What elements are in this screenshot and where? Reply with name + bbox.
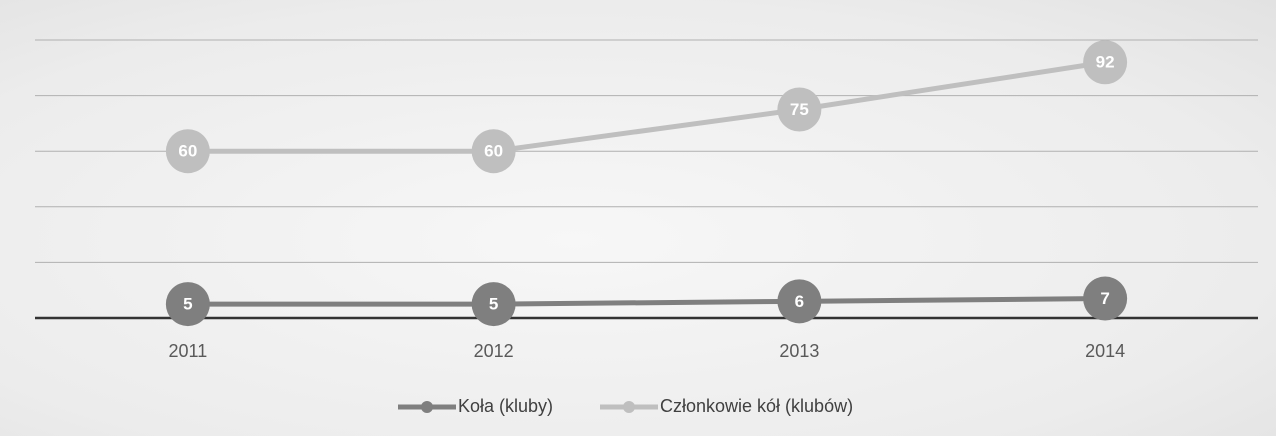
legend-marker	[421, 401, 433, 413]
data-label: 6	[795, 292, 804, 311]
data-point	[1083, 276, 1128, 321]
series-line	[187, 59, 1106, 154]
data-point	[165, 282, 210, 327]
legend-marker	[623, 401, 635, 413]
data-point	[1083, 40, 1128, 85]
data-point	[165, 129, 210, 174]
data-label: 60	[178, 142, 197, 161]
data-label: 60	[484, 142, 503, 161]
legend-label: Członkowie kół (klubów)	[660, 396, 853, 416]
data-label: 5	[183, 295, 192, 314]
data-label: 7	[1100, 289, 1109, 308]
series-line	[187, 296, 1106, 307]
data-label: 75	[790, 100, 809, 119]
x-tick-label: 2011	[169, 341, 208, 361]
legend-label: Koła (kluby)	[458, 396, 553, 416]
data-point	[471, 282, 516, 327]
x-tick-label: 2013	[779, 341, 819, 361]
data-label: 5	[489, 295, 498, 314]
data-point	[471, 129, 516, 174]
x-tick-label: 2014	[1085, 341, 1125, 361]
x-tick-label: 2012	[474, 341, 514, 361]
data-point	[777, 87, 822, 132]
data-point	[777, 279, 822, 324]
data-label: 92	[1096, 53, 1115, 72]
